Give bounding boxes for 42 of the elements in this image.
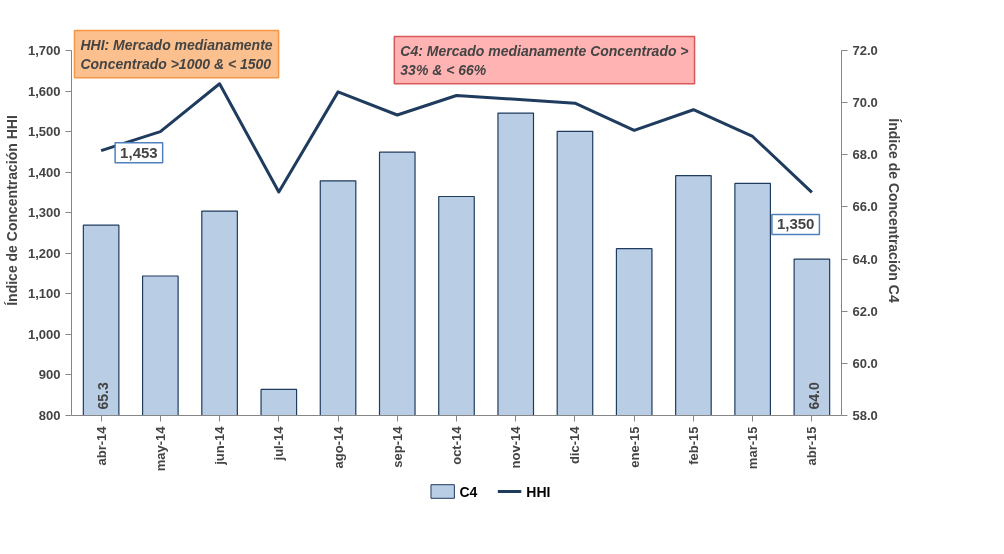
y-tick-label: 1,200 xyxy=(27,245,61,261)
x-tick-label: sep-14 xyxy=(389,425,405,468)
x-tick-label: may-14 xyxy=(152,425,168,472)
y-tick-label: 1,400 xyxy=(27,164,61,180)
y2-tick-label: 68.0 xyxy=(852,147,878,163)
y-tick-label: 800 xyxy=(38,408,61,423)
x-tick-label: ago-14 xyxy=(330,425,346,469)
line-series xyxy=(99,82,814,194)
y-tick-label: 1,300 xyxy=(27,205,61,221)
y2-tick-label: 62.0 xyxy=(852,303,878,319)
y2-tick-label: 66.0 xyxy=(852,199,878,215)
data-label: 1,453 xyxy=(120,143,158,161)
x-tick-label: feb-15 xyxy=(685,426,701,465)
data-label: 65.3 xyxy=(95,382,112,410)
x-tick-label: ene-15 xyxy=(626,426,642,468)
x-tick-label: jun-14 xyxy=(212,425,228,466)
y2-tick-label: 72.0 xyxy=(852,43,878,58)
legend-label: HHI xyxy=(526,483,551,500)
legend-label: C4 xyxy=(459,483,478,500)
annotation: HHI: Mercado medianamente Concentrado >1000 & < 1500 xyxy=(80,36,273,72)
x-tick-label: abr-14 xyxy=(93,425,109,466)
y-tick-label: 1,700 xyxy=(27,43,61,58)
y2-tick-label: 64.0 xyxy=(852,251,878,267)
x-tick-label: jul-14 xyxy=(271,425,287,462)
y-tick-label: 900 xyxy=(38,367,61,383)
y-tick-label: 1,100 xyxy=(27,286,61,302)
x-tick-label: mar-15 xyxy=(745,426,761,470)
y2-axis-title: Índice de Concentración C4 xyxy=(885,118,902,303)
x-tick-label: oct-14 xyxy=(449,425,464,465)
annotation: C4: Mercado medianamente Concentrado > 33% & < 66% xyxy=(400,42,689,78)
x-tick-label: dic-14 xyxy=(567,425,583,465)
y-axis-title: Índice de Concentración HHI xyxy=(3,115,20,306)
data-label: 1,350 xyxy=(776,215,815,233)
x-tick-label: nov-14 xyxy=(508,425,524,469)
y2-tick-label: 70.0 xyxy=(852,95,878,111)
y2-tick-label: 60.0 xyxy=(852,355,878,371)
y2-tick-label: 58.0 xyxy=(852,408,878,423)
y-tick-label: 1,600 xyxy=(27,83,61,99)
y-tick-label: 1,500 xyxy=(27,124,61,140)
x-tick-label: abr-15 xyxy=(804,426,820,466)
y-tick-label: 1,000 xyxy=(27,326,61,342)
data-label: 64.0 xyxy=(805,382,822,410)
